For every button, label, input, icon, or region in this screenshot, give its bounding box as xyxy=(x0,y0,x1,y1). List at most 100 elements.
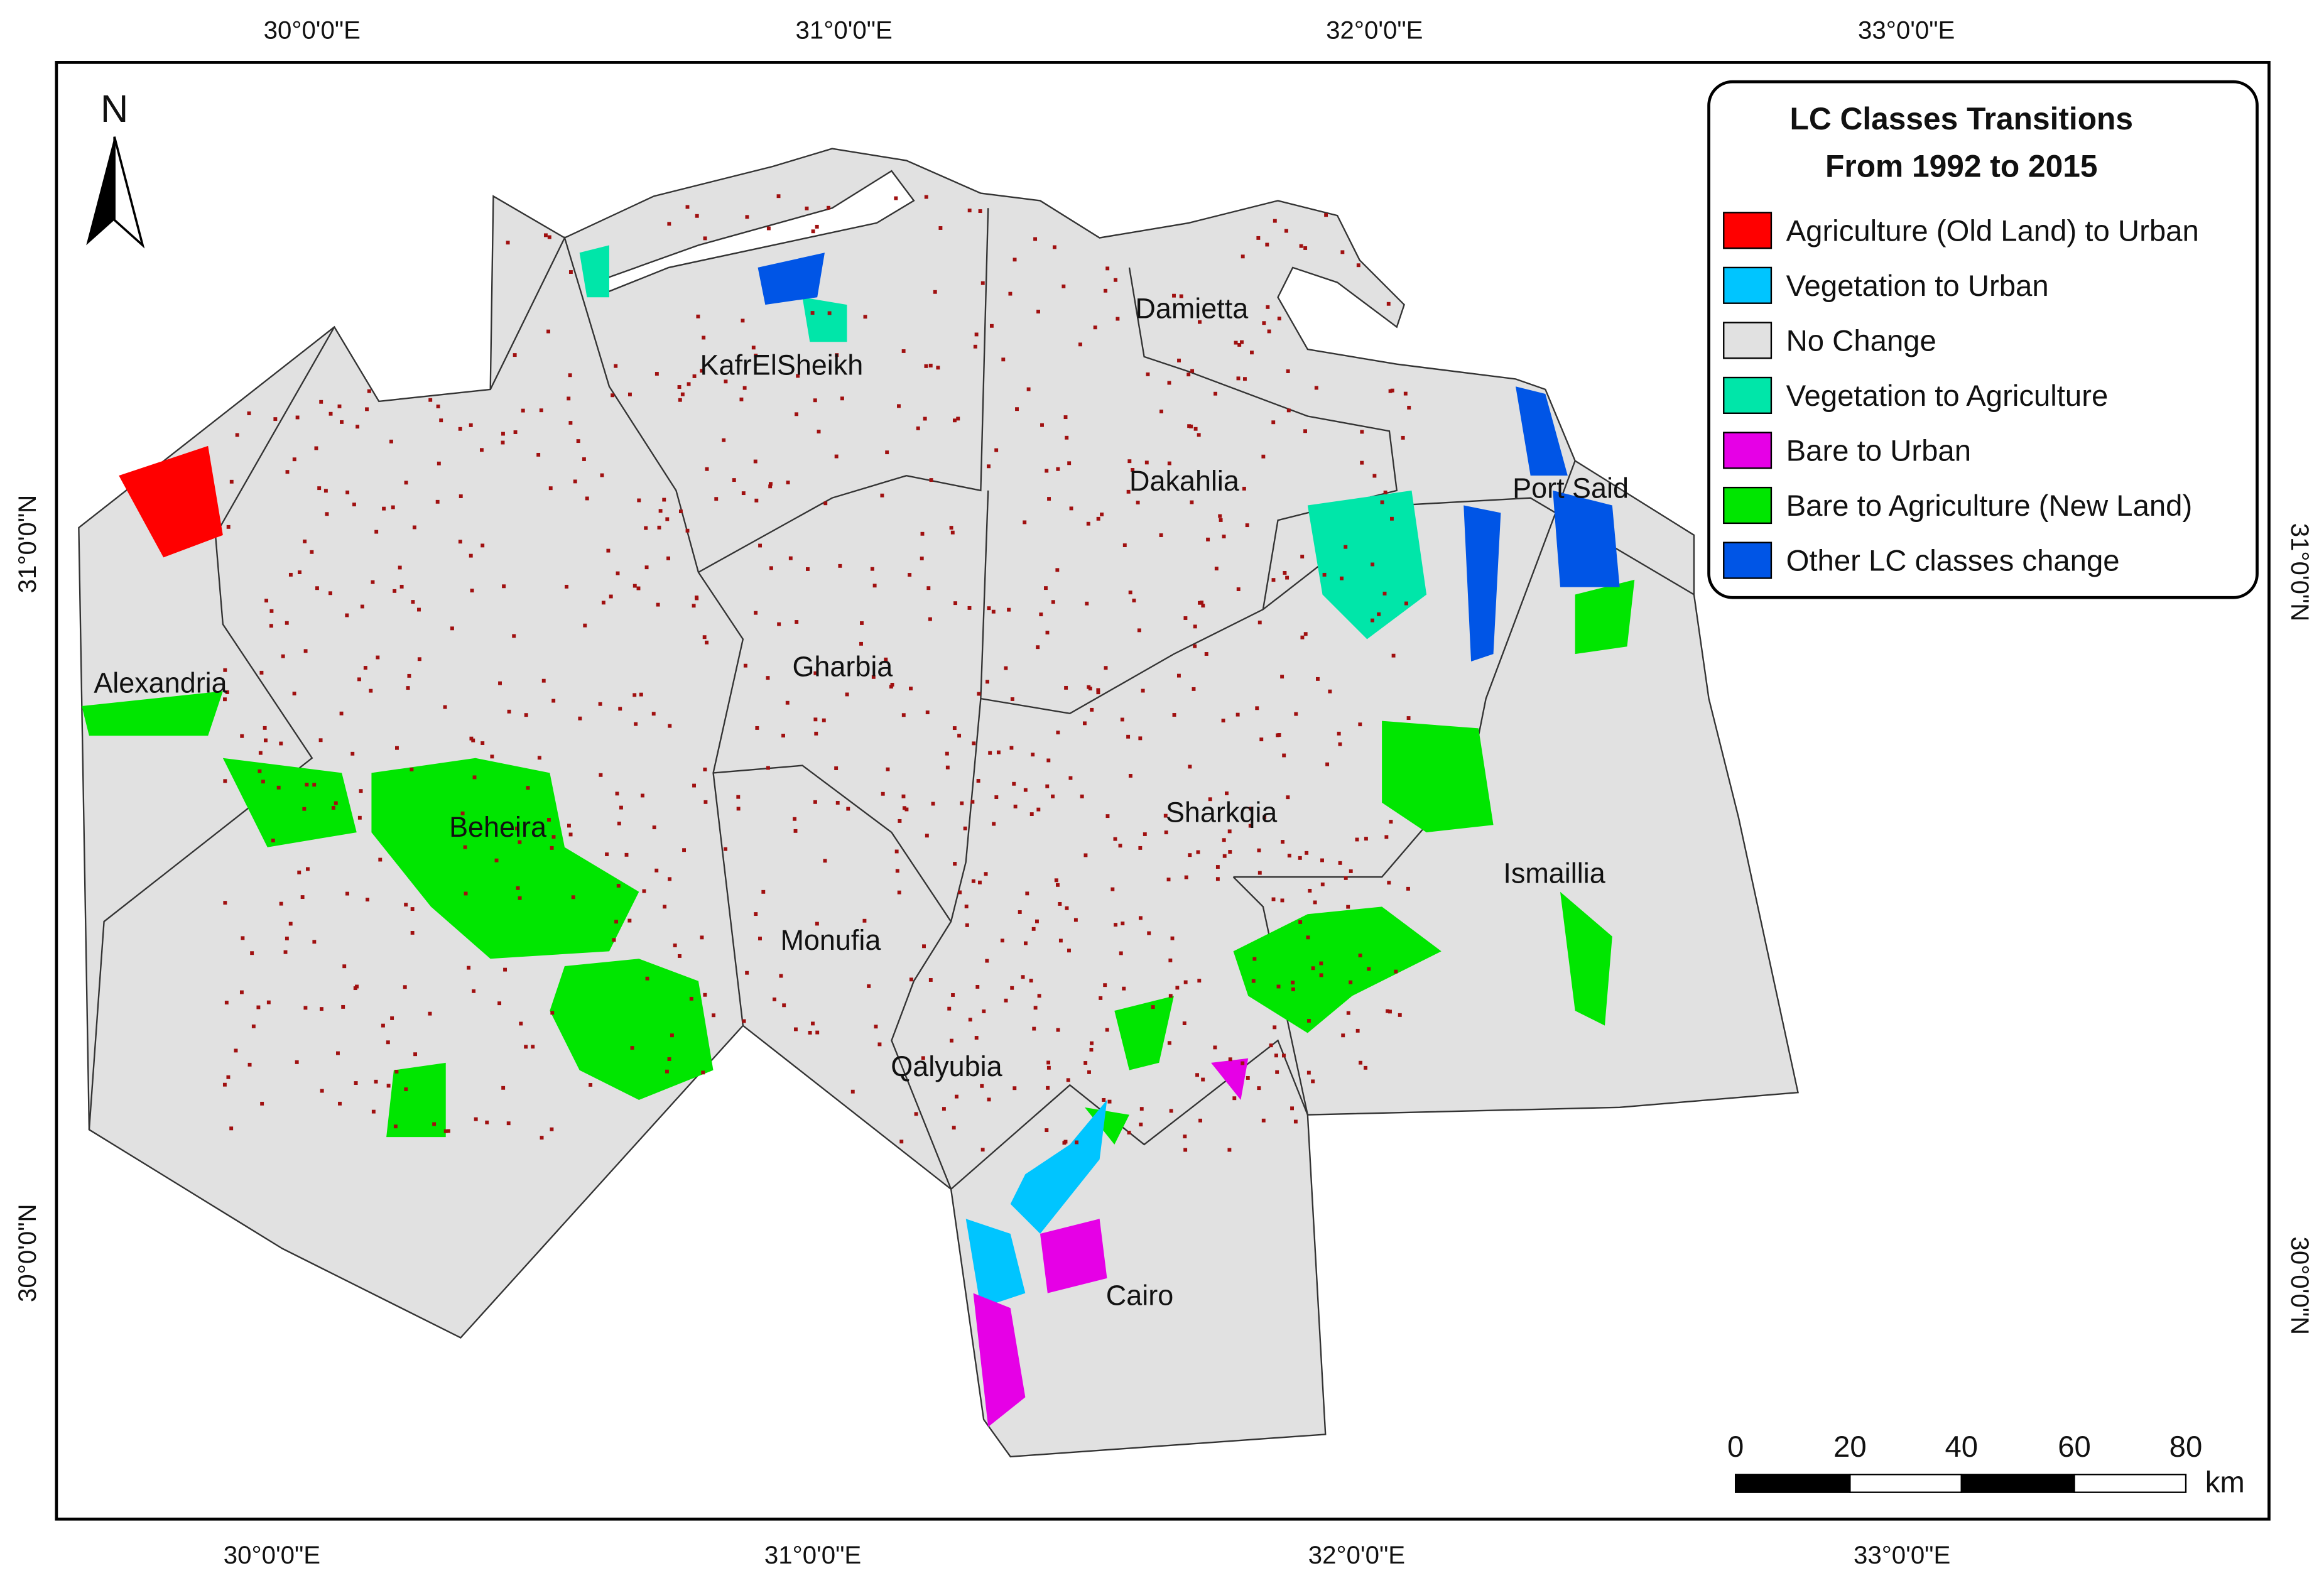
urban-dot xyxy=(336,1051,340,1055)
urban-dot xyxy=(498,681,502,685)
urban-dot xyxy=(805,206,809,210)
urban-dot xyxy=(1120,717,1124,722)
urban-dot xyxy=(1046,758,1051,763)
urban-dot xyxy=(633,693,637,697)
urban-dot xyxy=(513,353,517,357)
urban-dot xyxy=(283,950,288,954)
urban-dot xyxy=(305,783,309,786)
urban-dot xyxy=(714,497,719,501)
urban-dot xyxy=(909,977,913,982)
urban-dot xyxy=(1013,1086,1017,1091)
urban-dot xyxy=(360,604,364,609)
legend-label: Vegetation to Agriculture xyxy=(1786,379,2109,413)
urban-dot xyxy=(811,229,815,234)
urban-dot xyxy=(1105,814,1110,819)
legend-swatch xyxy=(1723,486,1773,525)
urban-dot xyxy=(1029,812,1034,816)
urban-dot xyxy=(973,344,977,349)
land xyxy=(78,148,1799,1458)
urban-dot xyxy=(1090,1041,1094,1045)
change-patches xyxy=(82,245,1635,1427)
urban-dot xyxy=(1371,562,1375,567)
urban-dot xyxy=(894,849,899,854)
urban-dot xyxy=(810,311,815,315)
governorate-label: Dakahlia xyxy=(1129,465,1239,497)
urban-dot xyxy=(920,557,924,560)
urban-dot xyxy=(914,1112,918,1116)
urban-dot xyxy=(817,430,821,433)
scale-segment xyxy=(1960,1474,2075,1493)
urban-dot xyxy=(369,688,373,693)
urban-dot xyxy=(1251,979,1256,983)
urban-dot xyxy=(1355,1028,1360,1033)
urban-dot xyxy=(1065,435,1069,440)
urban-dot xyxy=(952,418,957,423)
urban-dot xyxy=(627,918,632,923)
urban-dot xyxy=(1404,601,1408,606)
urban-dot xyxy=(469,423,473,427)
urban-dot xyxy=(696,314,700,318)
urban-dot xyxy=(956,416,960,421)
urban-dot xyxy=(960,801,964,805)
urban-dot xyxy=(1116,317,1120,321)
urban-dot xyxy=(1046,1060,1051,1065)
urban-dot xyxy=(916,426,920,430)
urban-dot xyxy=(518,840,522,844)
urban-dot xyxy=(467,966,471,970)
urban-dot xyxy=(813,717,818,722)
urban-dot xyxy=(297,870,301,874)
urban-dot xyxy=(1276,984,1281,989)
urban-dot xyxy=(951,993,955,997)
urban-dot xyxy=(256,1005,261,1009)
urban-dot xyxy=(1225,791,1229,795)
urban-dot xyxy=(1215,877,1220,881)
urban-dot xyxy=(895,869,899,873)
urban-dot xyxy=(1255,706,1259,710)
urban-dot xyxy=(266,1000,271,1004)
urban-dot xyxy=(365,407,369,411)
urban-dot xyxy=(881,792,885,796)
urban-dot xyxy=(786,481,790,485)
governorate-label: Sharkqia xyxy=(1166,797,1277,829)
urban-dot xyxy=(1096,690,1100,695)
lat-label: 31°0'0"N xyxy=(2286,523,2314,622)
urban-dot xyxy=(1248,824,1252,828)
urban-dot xyxy=(1159,410,1163,414)
urban-dot xyxy=(371,580,375,584)
urban-dot xyxy=(443,705,447,709)
urban-dot xyxy=(1056,731,1060,735)
urban-dot xyxy=(994,448,999,452)
legend-swatch xyxy=(1723,432,1773,469)
urban-dot xyxy=(1221,719,1225,723)
urban-dot xyxy=(614,920,619,924)
urban-dot xyxy=(357,677,361,682)
urban-dot xyxy=(1055,883,1060,887)
urban-dot xyxy=(1189,424,1193,428)
urban-dot xyxy=(953,862,957,866)
urban-dot xyxy=(1012,781,1016,786)
legend-label: Bare to Agriculture (New Land) xyxy=(1786,489,2193,523)
urban-dot xyxy=(1388,389,1393,393)
urban-dot xyxy=(1208,797,1212,802)
urban-dot xyxy=(1232,1096,1237,1101)
urban-dot xyxy=(1338,742,1342,746)
urban-dot xyxy=(1236,587,1241,591)
urban-dot xyxy=(378,857,383,862)
urban-dot xyxy=(1275,1070,1279,1074)
urban-dot xyxy=(381,1023,385,1028)
urban-dot xyxy=(386,1084,391,1088)
urban-dot xyxy=(1126,489,1131,494)
urban-dot xyxy=(1182,1021,1186,1025)
urban-dot xyxy=(1045,1128,1049,1133)
urban-dot xyxy=(949,1038,953,1043)
urban-dot xyxy=(582,457,586,461)
urban-dot xyxy=(958,890,962,895)
urban-dot xyxy=(281,654,285,658)
urban-dot xyxy=(264,738,268,743)
urban-dot xyxy=(460,811,465,815)
urban-dot xyxy=(823,859,827,863)
urban-dot xyxy=(1127,1131,1131,1134)
urban-dot xyxy=(412,525,416,530)
urban-dot xyxy=(782,1003,786,1008)
urban-dot xyxy=(1389,820,1393,824)
